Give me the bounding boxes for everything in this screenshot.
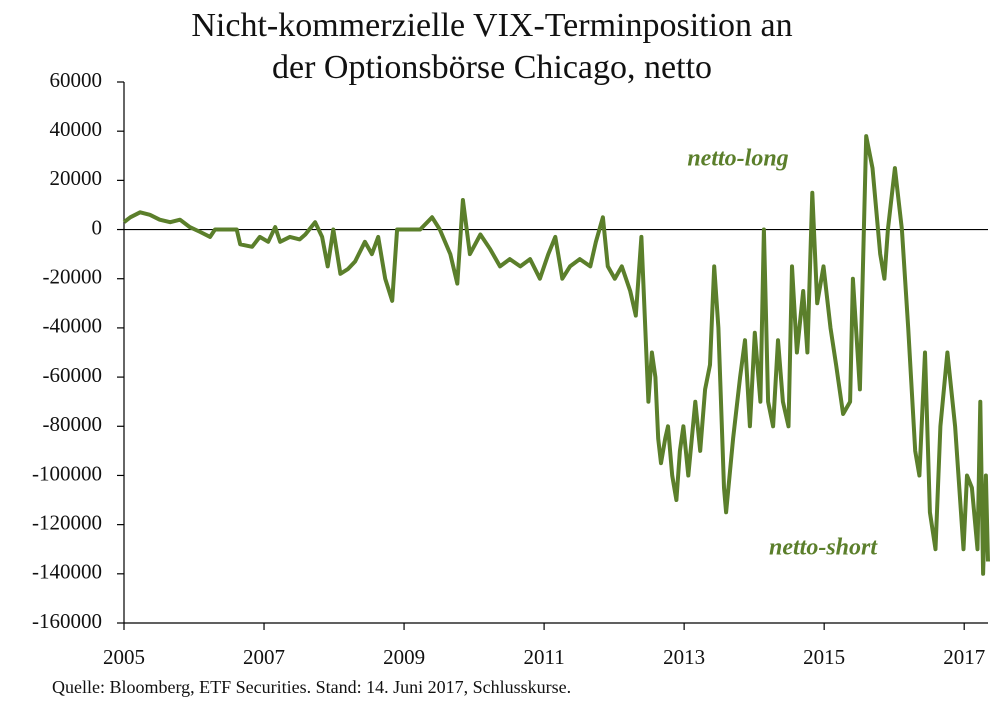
x-tick-label: 2013 [663,645,705,669]
y-tick-label: -20000 [43,265,103,289]
y-tick-label: 20000 [50,166,103,190]
chart-title: Nicht-kommerzielle VIX-Terminposition an [191,7,792,44]
x-tick-label: 2015 [803,645,845,669]
y-tick-label: -80000 [43,412,103,436]
y-tick-label: 0 [92,215,103,239]
y-tick-label: -40000 [43,314,103,338]
source-note: Quelle: Bloomberg, ETF Securities. Stand… [52,677,571,697]
y-tick-label: -120000 [32,510,102,534]
x-tick-label: 2011 [523,645,564,669]
chart-title: der Optionsbörse Chicago, netto [272,49,712,86]
x-tick-label: 2017 [943,645,985,669]
y-tick-label: 40000 [50,117,103,141]
y-tick-label: -140000 [32,560,102,584]
y-tick-label: 60000 [50,68,103,92]
x-tick-label: 2009 [383,645,425,669]
x-tick-label: 2007 [243,645,285,669]
annotation: netto-long [687,146,788,172]
series-line [122,134,990,576]
annotation: netto-short [769,535,878,561]
y-tick-label: -160000 [32,609,102,633]
y-tick-label: -60000 [43,363,103,387]
x-tick-label: 2005 [103,645,145,669]
y-tick-label: -100000 [32,461,102,485]
